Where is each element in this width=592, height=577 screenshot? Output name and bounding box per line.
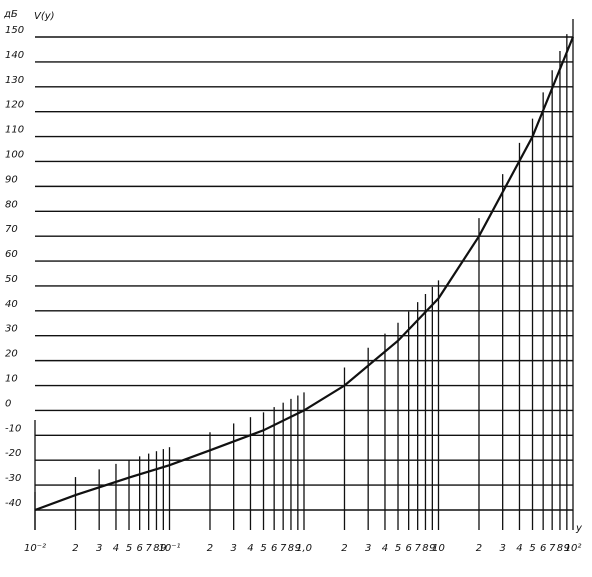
x-tick-label: 9 (160, 543, 166, 554)
y-tick-label: 80 (5, 199, 18, 210)
x-tick-label: 5 (395, 543, 401, 554)
x-tick-label: 6 (271, 543, 277, 554)
x-tick-label: 6 (136, 543, 142, 554)
x-tick-label: 9 (429, 543, 435, 554)
y-tick-label: 90 (5, 174, 18, 185)
y-tick-label: 70 (5, 224, 18, 235)
x-tick-label: 8 (288, 543, 294, 554)
y-tick-label: 0 (5, 398, 11, 409)
y-tick-label: 40 (5, 299, 18, 310)
x-tick-label: 8 (422, 543, 428, 554)
y-tick-label: 140 (5, 50, 24, 61)
x-tick-label: 3 (96, 543, 102, 554)
y-tick-label: -30 (5, 473, 21, 484)
x-tick-label: 10² (565, 543, 582, 554)
x-tick-label: 9 (564, 543, 570, 554)
x-axis-label: y (575, 523, 583, 534)
x-tick-label: 4 (516, 543, 522, 554)
y-tick-label: -10 (5, 423, 21, 434)
y-tick-label: 150 (5, 25, 24, 36)
line-series (34, 36, 575, 512)
x-tick-label: 2 (207, 543, 213, 554)
x-tick-label: 3 (230, 543, 236, 554)
y-tick-label: 120 (5, 100, 24, 111)
y-tick-label: 10 (5, 374, 18, 385)
y-tick-label: -20 (5, 448, 21, 459)
y-tick-label: 60 (5, 249, 18, 260)
x-tick-label: 10⁻¹ (158, 543, 180, 554)
x-tick-label: 10 (432, 543, 445, 554)
x-tick-label: 2 (72, 543, 78, 554)
y-tick-label: -40 (5, 498, 21, 509)
y-tick-label: 20 (5, 349, 18, 360)
y-tick-label: 50 (5, 274, 18, 285)
x-tick-label: 6 (540, 543, 546, 554)
x-tick-label: 4 (113, 543, 119, 554)
x-tick-label: 3 (365, 543, 371, 554)
x-tick-label: 2 (476, 543, 482, 554)
x-tick-label: 7 (414, 543, 421, 554)
y-tick-label: 100 (5, 149, 24, 160)
x-tick-label: 1,0 (296, 543, 312, 554)
x-tick-label: 6 (405, 543, 411, 554)
x-tick-label: 7 (549, 543, 556, 554)
x-tick-label: 10⁻² (24, 543, 46, 554)
y-tick-label: 130 (5, 75, 24, 86)
x-tick-label: 4 (247, 543, 253, 554)
x-tick-label: 8 (153, 543, 159, 554)
x-tick-label: 9 (295, 543, 301, 554)
x-tick-label: 8 (557, 543, 563, 554)
x-tick-label: 7 (145, 543, 152, 554)
y-unit: дБ (3, 9, 18, 20)
y-tick-label: 110 (5, 125, 24, 136)
x-tick-label: 2 (341, 543, 347, 554)
y-axis-label: V(y) (34, 11, 55, 22)
x-tick-label: 5 (260, 543, 266, 554)
x-tick-label: 3 (499, 543, 505, 554)
x-tick-label: 5 (529, 543, 535, 554)
y-tick-label: 30 (5, 324, 18, 335)
x-tick-label: 7 (280, 543, 287, 554)
x-tick-label: 5 (126, 543, 132, 554)
x-tick-label: 4 (382, 543, 388, 554)
